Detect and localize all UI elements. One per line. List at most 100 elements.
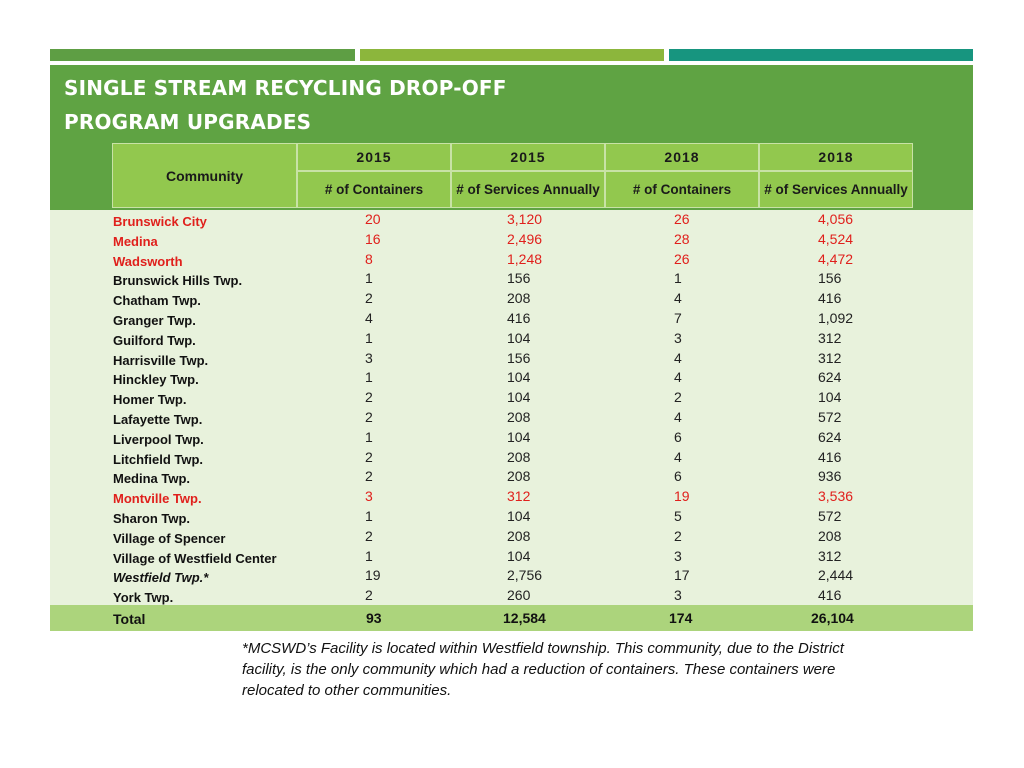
cell-services-2018: 312	[818, 349, 842, 366]
total-containers-2015: 93	[366, 610, 382, 626]
header-year-2015-containers: 2015	[297, 143, 451, 171]
cell-containers-2018: 4	[674, 409, 682, 425]
cell-services-2018: 104	[818, 389, 842, 406]
community-name: Village of Spencer	[113, 530, 226, 546]
cell-containers-2015: 3	[365, 488, 373, 505]
table-row: York Twp. 2 260 3 416	[0, 587, 1024, 608]
cell-services-2018: 312	[818, 547, 842, 564]
cell-containers-2015: 19	[365, 567, 381, 584]
cell-services-2015: 104	[507, 369, 531, 386]
cell-services-2015: 416	[507, 310, 531, 326]
cell-services-2015: 208	[507, 448, 531, 465]
community-name: Village of Westfield Center	[113, 550, 277, 566]
cell-services-2018: 624	[818, 428, 842, 445]
cell-services-2018: 416	[818, 587, 842, 604]
community-name: Westfield Twp.*	[113, 570, 209, 586]
cell-containers-2015: 1	[365, 508, 373, 524]
cell-containers-2015: 2	[365, 389, 373, 406]
community-name: Wadsworth	[113, 253, 183, 269]
table-row: Brunswick Hills Twp. 1 156 1 156	[0, 270, 1024, 291]
community-name: Homer Twp.	[113, 392, 187, 408]
cell-containers-2018: 26	[674, 211, 690, 227]
cell-services-2018: 156	[818, 270, 842, 287]
cell-services-2015: 3,120	[507, 211, 543, 227]
community-name: Chatham Twp.	[113, 293, 201, 309]
cell-containers-2015: 16	[365, 230, 381, 247]
cell-containers-2015: 2	[365, 448, 373, 465]
accent-bar-left	[50, 49, 355, 61]
table-row: Granger Twp. 4 416 7 1,092	[0, 310, 1024, 331]
community-name: Harrisville Twp.	[113, 352, 209, 368]
cell-containers-2015: 2	[365, 587, 373, 604]
header-services-2015: # of Services Annually	[451, 171, 605, 208]
header-community: Community	[112, 143, 297, 208]
cell-containers-2018: 26	[674, 250, 690, 267]
cell-containers-2018: 5	[674, 508, 682, 524]
cell-containers-2015: 2	[365, 468, 373, 485]
cell-containers-2018: 2	[674, 389, 682, 406]
cell-services-2018: 624	[818, 369, 842, 386]
cell-services-2018: 208	[818, 527, 842, 544]
community-name: Brunswick City	[113, 214, 207, 229]
cell-services-2018: 4,056	[818, 211, 854, 227]
community-name: Medina	[113, 233, 158, 249]
cell-services-2018: 416	[818, 448, 842, 465]
cell-containers-2015: 3	[365, 349, 373, 366]
table-row: Chatham Twp. 2 208 4 416	[0, 290, 1024, 311]
table-row: Brunswick City 20 3,120 26 4,056	[0, 211, 1024, 232]
cell-services-2018: 416	[818, 290, 842, 307]
cell-containers-2018: 3	[674, 329, 682, 346]
cell-containers-2015: 2	[365, 409, 373, 425]
table-header: Community 2015 2015 2018 2018 # of Conta…	[112, 143, 913, 208]
cell-services-2018: 4,472	[818, 250, 854, 267]
slide-title-line-1: SINGLE STREAM RECYCLING DROP-OFF	[64, 76, 507, 100]
header-year-2015-services: 2015	[451, 143, 605, 171]
cell-containers-2018: 17	[674, 567, 690, 584]
cell-containers-2018: 6	[674, 428, 682, 445]
cell-services-2015: 2,496	[507, 230, 543, 247]
table-row: Homer Twp. 2 104 2 104	[0, 389, 1024, 410]
community-name: Granger Twp.	[113, 313, 196, 328]
community-name: Medina Twp.	[113, 471, 191, 487]
table-row: Wadsworth 8 1,248 26 4,472	[0, 250, 1024, 272]
community-name: Litchfield Twp.	[113, 451, 204, 467]
total-services-2018: 26,104	[811, 610, 854, 626]
table-row: Guilford Twp. 1 104 3 312	[0, 329, 1024, 351]
cell-containers-2018: 4	[674, 369, 682, 386]
cell-services-2015: 1,248	[507, 250, 543, 267]
total-containers-2018: 174	[669, 610, 693, 626]
header-year-2018-services: 2018	[759, 143, 913, 171]
table-row: Sharon Twp. 1 104 5 572	[0, 508, 1024, 529]
table-row: Litchfield Twp. 2 208 4 416	[0, 448, 1024, 470]
cell-services-2018: 312	[818, 329, 842, 346]
total-row: Total 93 12,584 174 26,104	[0, 610, 1024, 631]
cell-services-2018: 572	[818, 508, 842, 524]
cell-containers-2015: 1	[365, 547, 373, 564]
community-name: Lafayette Twp.	[113, 412, 203, 427]
accent-bar-right	[669, 49, 973, 61]
cell-services-2015: 104	[507, 329, 531, 346]
cell-services-2015: 208	[507, 468, 531, 485]
cell-containers-2018: 28	[674, 230, 690, 247]
footnote: *MCSWD’s Facility is located within West…	[242, 640, 844, 699]
table-row: Lafayette Twp. 2 208 4 572	[0, 409, 1024, 430]
cell-services-2018: 936	[818, 468, 842, 485]
table-row: Medina Twp. 2 208 6 936	[0, 468, 1024, 489]
cell-containers-2018: 7	[674, 310, 682, 326]
cell-containers-2018: 1	[674, 270, 682, 287]
table-row: Liverpool Twp. 1 104 6 624	[0, 428, 1024, 450]
cell-containers-2018: 19	[674, 488, 690, 505]
slide-title-line-2: PROGRAM UPGRADES	[64, 110, 312, 134]
cell-containers-2015: 1	[365, 329, 373, 346]
cell-services-2015: 104	[507, 428, 531, 445]
cell-services-2015: 2,756	[507, 567, 543, 584]
cell-services-2018: 4,524	[818, 230, 854, 247]
cell-containers-2015: 4	[365, 310, 373, 326]
cell-services-2015: 156	[507, 270, 531, 287]
cell-services-2015: 208	[507, 527, 531, 544]
cell-services-2015: 104	[507, 389, 531, 406]
cell-containers-2015: 2	[365, 290, 373, 307]
total-label: Total	[113, 611, 146, 627]
table-row: Westfield Twp.* 19 2,756 17 2,444	[0, 567, 1024, 588]
community-name: Brunswick Hills Twp.	[113, 273, 243, 289]
